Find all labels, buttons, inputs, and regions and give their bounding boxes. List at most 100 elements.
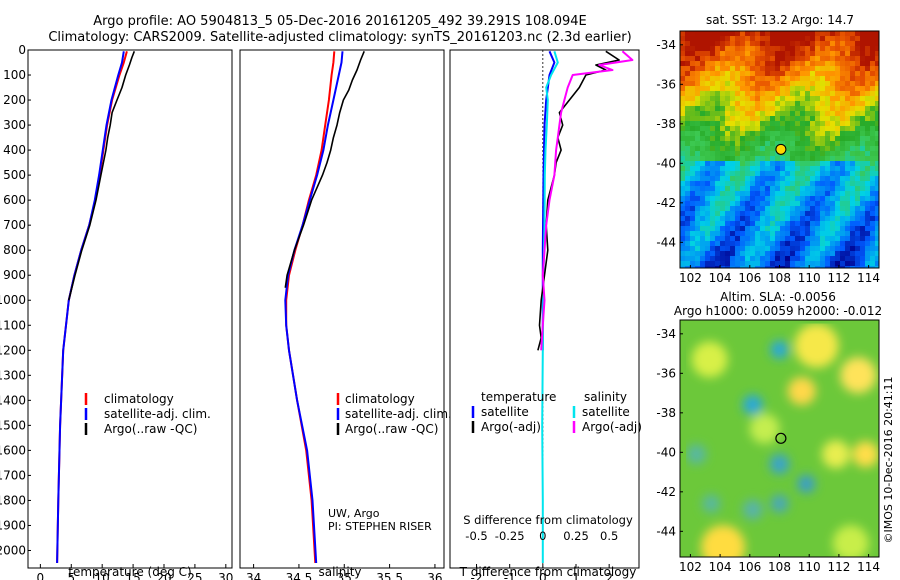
temperature-series bbox=[56, 51, 136, 564]
sst-cell bbox=[755, 56, 761, 62]
sst-cell bbox=[690, 211, 696, 217]
sst-cell bbox=[825, 111, 831, 117]
sst-cell bbox=[825, 116, 831, 122]
sst-cell bbox=[830, 41, 836, 47]
sst-cell bbox=[810, 196, 816, 202]
sst-cell bbox=[830, 146, 836, 152]
map-lat-label: -44 bbox=[656, 524, 676, 538]
sst-cell bbox=[720, 121, 726, 127]
sst-cell bbox=[805, 141, 811, 147]
sst-map-axes: 102 104 106 108 110 112 114-34-36-38-40-42-44 bbox=[656, 38, 880, 285]
sst-cell bbox=[775, 36, 781, 42]
sst-cell bbox=[855, 261, 861, 267]
map-lon-label: 108 bbox=[768, 271, 791, 285]
sst-cell bbox=[800, 151, 806, 157]
sst-cell bbox=[750, 81, 756, 87]
sst-cell bbox=[845, 61, 851, 67]
sst-cell bbox=[715, 256, 721, 262]
sst-cell bbox=[835, 121, 841, 127]
sst-cell bbox=[710, 126, 716, 132]
sst-cell bbox=[805, 216, 811, 222]
sst-cell bbox=[785, 251, 791, 257]
sst-cell bbox=[710, 251, 716, 257]
sst-cell bbox=[725, 111, 731, 117]
sst-cell bbox=[840, 251, 846, 257]
depth-tick-label: 500 bbox=[3, 168, 26, 182]
sst-cell bbox=[685, 61, 691, 67]
sst-cell bbox=[755, 251, 761, 257]
sst-cell bbox=[805, 96, 811, 102]
sst-cell bbox=[835, 161, 841, 167]
sst-cell bbox=[730, 196, 736, 202]
sst-cell bbox=[725, 76, 731, 82]
sst-cell bbox=[875, 201, 879, 207]
sst-cell bbox=[825, 36, 831, 42]
sst-cell bbox=[735, 211, 741, 217]
sst-cell bbox=[870, 101, 876, 107]
depth-tick-label: 200 bbox=[3, 93, 26, 107]
sst-cell bbox=[795, 41, 801, 47]
sst-cell bbox=[865, 181, 871, 187]
sst-cell bbox=[810, 141, 816, 147]
sst-cell bbox=[745, 111, 751, 117]
sst-cell bbox=[800, 181, 806, 187]
sst-cell bbox=[815, 226, 821, 232]
sst-cell bbox=[805, 71, 811, 77]
sst-cell bbox=[815, 171, 821, 177]
sst-cell bbox=[760, 131, 766, 137]
sst-cell bbox=[740, 266, 746, 268]
sst-cell bbox=[845, 191, 851, 197]
sst-cell bbox=[825, 81, 831, 87]
sst-cell bbox=[780, 126, 786, 132]
sst-cell bbox=[825, 136, 831, 142]
sst-cell bbox=[865, 41, 871, 47]
sst-cell bbox=[730, 171, 736, 177]
sst-cell bbox=[805, 176, 811, 182]
sst-cell bbox=[825, 121, 831, 127]
sst-cell bbox=[710, 81, 716, 87]
depth-tick-label: 1800 bbox=[0, 493, 26, 507]
sst-cell bbox=[865, 61, 871, 67]
sst-cell bbox=[740, 116, 746, 122]
sst-cell bbox=[875, 81, 879, 87]
sst-cell bbox=[750, 36, 756, 42]
sst-cell bbox=[770, 81, 776, 87]
sst-cell bbox=[865, 256, 871, 262]
sst-cell bbox=[840, 206, 846, 212]
sst-cell bbox=[750, 151, 756, 157]
sst-cell bbox=[695, 176, 701, 182]
sst-cell bbox=[770, 96, 776, 102]
sst-cell bbox=[775, 226, 781, 232]
sst-cell bbox=[705, 176, 711, 182]
sst-cell bbox=[760, 211, 766, 217]
sst-cell bbox=[735, 61, 741, 67]
sst-cell bbox=[795, 166, 801, 172]
sst-cell bbox=[730, 96, 736, 102]
sst-cell bbox=[700, 201, 706, 207]
sst-cell bbox=[725, 81, 731, 87]
sst-cell bbox=[780, 251, 786, 257]
sst-cell bbox=[835, 36, 841, 42]
sst-cell bbox=[805, 246, 811, 252]
sst-cell bbox=[835, 176, 841, 182]
sst-cell bbox=[765, 36, 771, 42]
sst-cell bbox=[850, 71, 856, 77]
sst-cell bbox=[700, 236, 706, 242]
sst-cell bbox=[810, 186, 816, 192]
sst-cell bbox=[855, 266, 861, 268]
sst-cell bbox=[855, 71, 861, 77]
sst-cell bbox=[820, 146, 826, 152]
sst-cell bbox=[705, 31, 711, 37]
sst-cell bbox=[870, 161, 876, 167]
sst-cell bbox=[710, 31, 716, 37]
sst-cell bbox=[780, 101, 786, 107]
sst-cell bbox=[830, 46, 836, 52]
sst-cell bbox=[790, 191, 796, 197]
depth-tick-label: 300 bbox=[3, 118, 26, 132]
sst-cell bbox=[735, 261, 741, 267]
sst-cell bbox=[765, 66, 771, 72]
sst-cell bbox=[870, 151, 876, 157]
sst-cell bbox=[800, 121, 806, 127]
sst-cell bbox=[750, 261, 756, 267]
